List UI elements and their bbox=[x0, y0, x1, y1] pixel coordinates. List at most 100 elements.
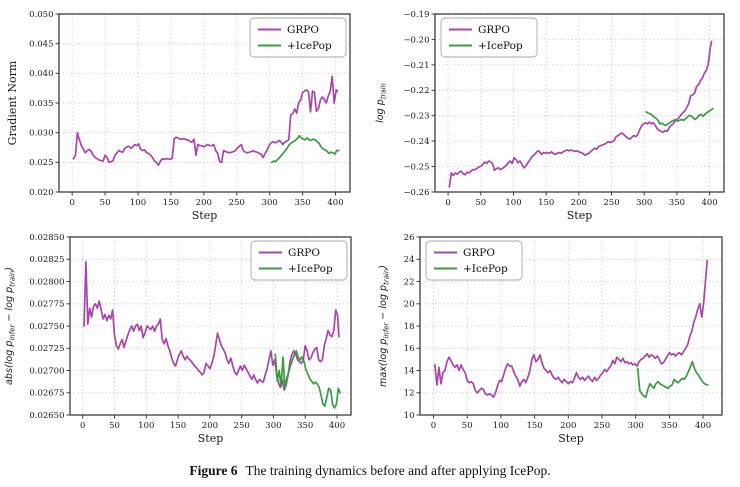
caption-text: The training dynamics before and after a… bbox=[245, 463, 551, 478]
svg-text:200: 200 bbox=[560, 421, 576, 431]
svg-text:150: 150 bbox=[538, 198, 554, 208]
svg-text:200: 200 bbox=[196, 198, 212, 208]
svg-text:22: 22 bbox=[404, 277, 415, 287]
svg-text:−0.21: −0.21 bbox=[403, 61, 429, 71]
axis-ticks: 0 50 100 150 200 250 300 350 400 0.020 0.025 0.030 0… bbox=[29, 10, 343, 208]
svg-text:0.02825: 0.02825 bbox=[29, 255, 64, 265]
series-line-grpo bbox=[433, 259, 709, 399]
svg-text:14: 14 bbox=[404, 366, 415, 376]
svg-text:0.02850: 0.02850 bbox=[29, 233, 64, 243]
svg-text:24: 24 bbox=[404, 255, 415, 265]
svg-text:0.02800: 0.02800 bbox=[29, 277, 64, 287]
svg-text:400: 400 bbox=[329, 421, 345, 431]
svg-text:0.02700: 0.02700 bbox=[29, 366, 64, 376]
svg-text:0: 0 bbox=[69, 198, 74, 208]
svg-text:0.045: 0.045 bbox=[29, 40, 53, 50]
series-line-grpo bbox=[83, 261, 340, 391]
legend-label: +IcePop bbox=[287, 40, 332, 52]
svg-text:150: 150 bbox=[163, 198, 179, 208]
series-line-icepop bbox=[645, 107, 714, 127]
series-line-icepop bbox=[270, 134, 340, 164]
plot-border bbox=[434, 13, 725, 193]
svg-text:−0.24: −0.24 bbox=[403, 137, 429, 147]
legend-label: +IcePop bbox=[478, 40, 523, 52]
chart-max-logp-diff: 0 50 100 150 200 250 300 350 400 10 12 14 16 18 20 22 24… bbox=[370, 225, 740, 455]
chart-log-p-train: 0 50 100 150 200 250 300 350 400 −0.26 −0.25 −0.24 −… bbox=[370, 0, 740, 225]
svg-text:−0.23: −0.23 bbox=[403, 112, 429, 122]
svg-text:350: 350 bbox=[294, 198, 310, 208]
svg-text:16: 16 bbox=[404, 344, 415, 354]
svg-text:0.02675: 0.02675 bbox=[29, 389, 64, 399]
series-line-icepop bbox=[636, 360, 709, 399]
svg-text:0.02725: 0.02725 bbox=[29, 344, 64, 354]
svg-text:0.02775: 0.02775 bbox=[29, 300, 64, 310]
svg-text:350: 350 bbox=[669, 198, 685, 208]
x-axis-label: Step bbox=[192, 209, 218, 222]
svg-text:300: 300 bbox=[262, 198, 278, 208]
svg-text:0.040: 0.040 bbox=[29, 69, 53, 79]
legend: GRPO +IcePop bbox=[250, 240, 348, 281]
axis-ticks: 0 50 100 150 200 250 300 350 400 0.02650 0.02675 0.… bbox=[29, 233, 345, 431]
svg-text:−0.26: −0.26 bbox=[403, 188, 429, 198]
svg-text:−0.19: −0.19 bbox=[403, 10, 429, 20]
svg-text:250: 250 bbox=[229, 198, 245, 208]
y-axis-label: log ptrain bbox=[375, 83, 387, 123]
legend-label: +IcePop bbox=[463, 263, 508, 275]
svg-text:200: 200 bbox=[202, 421, 218, 431]
svg-text:18: 18 bbox=[404, 322, 415, 332]
legend: GRPO +IcePop bbox=[249, 17, 347, 58]
svg-text:150: 150 bbox=[526, 421, 542, 431]
svg-text:−0.22: −0.22 bbox=[403, 86, 429, 96]
svg-text:300: 300 bbox=[265, 421, 281, 431]
svg-text:26: 26 bbox=[404, 233, 415, 243]
legend-label: GRPO bbox=[287, 24, 319, 36]
svg-text:0: 0 bbox=[80, 421, 85, 431]
svg-text:350: 350 bbox=[297, 421, 313, 431]
svg-text:100: 100 bbox=[130, 198, 146, 208]
svg-text:0: 0 bbox=[445, 198, 450, 208]
axis-ticks: 0 50 100 150 200 250 300 350 400 −0.26 −0.25 −0.24 −… bbox=[403, 10, 717, 208]
svg-text:0.020: 0.020 bbox=[29, 188, 53, 198]
svg-text:50: 50 bbox=[462, 421, 473, 431]
charts-grid: 0 50 100 150 200 250 300 350 400 0.020 0.025 0.030 0… bbox=[0, 0, 740, 455]
y-axis-label: Gradient Norm bbox=[6, 60, 19, 145]
series-line-grpo bbox=[448, 40, 713, 188]
legend-label: GRPO bbox=[288, 247, 320, 259]
legend: GRPO +IcePop bbox=[425, 240, 523, 281]
chart-gradient-norm: 0 50 100 150 200 250 300 350 400 0.020 0.025 0.030 0… bbox=[0, 0, 370, 225]
svg-text:350: 350 bbox=[661, 421, 677, 431]
svg-text:250: 250 bbox=[234, 421, 250, 431]
y-axis-label: max(log pinfer − log ptrain) bbox=[378, 265, 390, 387]
svg-text:0.030: 0.030 bbox=[29, 129, 53, 139]
svg-text:0.025: 0.025 bbox=[29, 158, 53, 168]
svg-text:0.02750: 0.02750 bbox=[29, 322, 64, 332]
svg-text:50: 50 bbox=[109, 421, 120, 431]
legend-label: +IcePop bbox=[288, 263, 333, 275]
svg-text:400: 400 bbox=[701, 198, 717, 208]
svg-text:0: 0 bbox=[431, 421, 436, 431]
legend-label: GRPO bbox=[463, 247, 495, 259]
x-axis-label: Step bbox=[198, 432, 224, 445]
svg-text:−0.20: −0.20 bbox=[403, 35, 429, 45]
svg-text:100: 100 bbox=[138, 421, 154, 431]
svg-text:300: 300 bbox=[636, 198, 652, 208]
svg-text:250: 250 bbox=[594, 421, 610, 431]
svg-text:300: 300 bbox=[628, 421, 644, 431]
svg-text:10: 10 bbox=[404, 411, 415, 421]
svg-text:0.02650: 0.02650 bbox=[29, 411, 64, 421]
figure-caption: Figure 6 The training dynamics before an… bbox=[0, 455, 740, 487]
legend-label: GRPO bbox=[478, 24, 510, 36]
svg-text:50: 50 bbox=[100, 198, 111, 208]
svg-text:400: 400 bbox=[327, 198, 343, 208]
svg-text:50: 50 bbox=[475, 198, 486, 208]
grid bbox=[420, 236, 722, 416]
svg-text:400: 400 bbox=[695, 421, 711, 431]
svg-text:250: 250 bbox=[603, 198, 619, 208]
axis-ticks: 0 50 100 150 200 250 300 350 400 10 12 14 16 18 20 22 24… bbox=[404, 233, 712, 431]
chart-abs-logp-diff: 0 50 100 150 200 250 300 350 400 0.02650 0.02675 0.… bbox=[0, 225, 370, 455]
svg-text:0.035: 0.035 bbox=[29, 99, 53, 109]
y-axis-label: abs(log pinfer − log ptrain) bbox=[4, 267, 16, 385]
series-line-grpo bbox=[72, 75, 339, 167]
svg-text:12: 12 bbox=[404, 389, 415, 399]
caption-label: Figure 6 bbox=[189, 463, 238, 478]
